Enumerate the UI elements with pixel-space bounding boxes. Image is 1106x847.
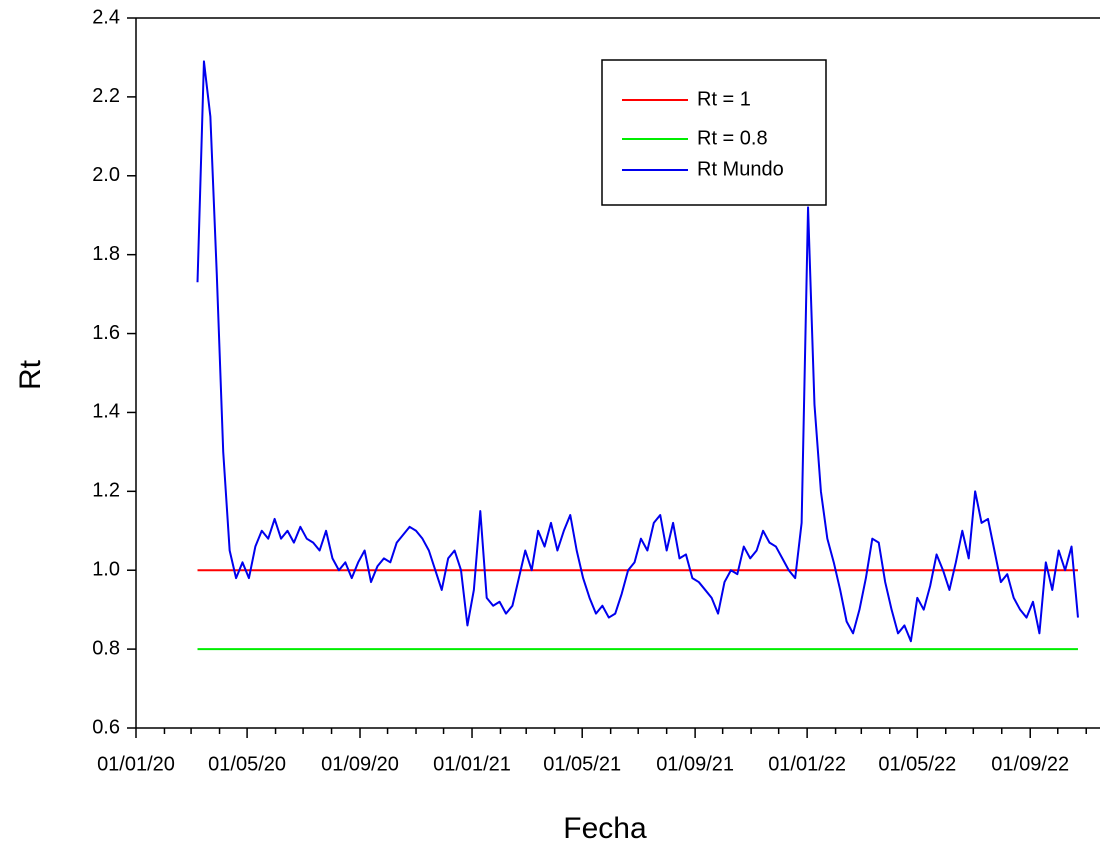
y-tick-label: 2.2 — [92, 85, 120, 107]
legend-label: Rt = 0.8 — [697, 127, 768, 149]
y-tick-label: 1.8 — [92, 243, 120, 265]
y-tick-label: 2.0 — [92, 164, 120, 186]
y-tick-label: 0.6 — [92, 716, 120, 738]
x-tick-label: 01/01/22 — [768, 753, 846, 775]
x-tick-label: 01/05/20 — [208, 753, 286, 775]
legend-box — [601, 59, 827, 206]
y-axis-title: Rt — [14, 359, 47, 390]
x-tick-label: 01/05/22 — [878, 753, 956, 775]
y-tick-label: 1.4 — [92, 401, 120, 423]
x-tick-label: 01/01/20 — [97, 753, 175, 775]
x-tick-label: 01/09/20 — [321, 753, 399, 775]
x-axis-title: Fecha — [563, 812, 647, 845]
y-tick-label: 1.2 — [92, 480, 120, 502]
x-tick-label: 01/09/22 — [991, 753, 1069, 775]
y-tick-label: 0.8 — [92, 637, 120, 659]
legend-label: Rt = 1 — [697, 88, 751, 110]
x-tick-label: 01/05/21 — [543, 753, 621, 775]
y-tick-label: 1.6 — [92, 322, 120, 344]
series-line — [196, 60, 1079, 643]
legend-label: Rt Mundo — [697, 158, 784, 180]
x-tick-label: 01/01/21 — [433, 753, 511, 775]
x-tick-label: 01/09/21 — [656, 753, 734, 775]
y-tick-label: 2.4 — [92, 6, 120, 28]
y-tick-label: 1.0 — [92, 559, 120, 581]
